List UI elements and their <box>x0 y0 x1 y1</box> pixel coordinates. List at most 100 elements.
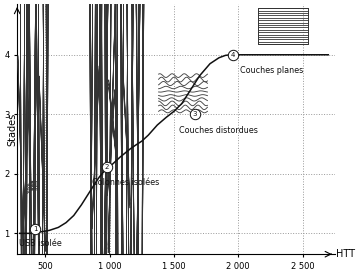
Bar <box>98 0 103 275</box>
Bar <box>104 0 109 275</box>
Bar <box>109 87 116 156</box>
Bar <box>40 0 46 275</box>
Text: USB isolée: USB isolée <box>19 240 62 248</box>
Bar <box>135 0 142 275</box>
Text: Colonnes isolées: Colonnes isolées <box>92 178 159 186</box>
Bar <box>128 0 135 275</box>
Bar <box>44 0 49 275</box>
Bar <box>35 0 41 275</box>
Bar <box>112 0 118 275</box>
Bar <box>104 0 109 275</box>
Bar <box>18 0 24 275</box>
Bar <box>18 0 24 275</box>
Text: HTT: HTT <box>336 249 355 259</box>
Bar <box>135 0 141 275</box>
Bar <box>36 0 42 275</box>
Bar <box>113 0 120 275</box>
Bar <box>134 0 141 275</box>
Text: 4: 4 <box>231 52 236 58</box>
Bar <box>98 0 104 275</box>
Bar <box>31 0 37 275</box>
Bar <box>18 63 24 275</box>
Bar <box>123 68 130 201</box>
Bar <box>32 0 38 275</box>
Bar <box>135 0 141 275</box>
Bar <box>23 0 28 275</box>
Bar <box>24 0 29 275</box>
Bar <box>119 0 126 275</box>
Bar <box>134 0 141 275</box>
Bar <box>135 0 142 275</box>
Bar <box>92 70 99 225</box>
Bar <box>35 0 41 275</box>
Bar <box>88 0 94 275</box>
Bar <box>115 0 120 275</box>
Bar <box>36 0 42 275</box>
Bar <box>102 0 109 275</box>
Text: 1: 1 <box>33 226 37 232</box>
Bar <box>112 0 118 275</box>
Bar <box>108 6 115 246</box>
Bar <box>99 0 105 275</box>
Bar <box>113 0 120 275</box>
Bar <box>41 0 47 275</box>
Bar <box>97 0 103 275</box>
Bar <box>40 0 46 275</box>
Bar <box>109 83 116 152</box>
Bar <box>92 66 99 222</box>
Bar <box>124 0 131 275</box>
Bar <box>23 0 28 275</box>
Bar <box>102 0 109 275</box>
Bar <box>32 0 38 275</box>
Bar <box>108 10 115 249</box>
Bar <box>98 0 103 275</box>
Bar <box>87 0 94 275</box>
Bar <box>28 0 34 275</box>
Bar <box>94 0 100 275</box>
Bar <box>41 0 47 275</box>
Bar <box>115 0 120 275</box>
Bar <box>39 76 45 244</box>
Bar <box>113 0 119 275</box>
Bar <box>115 0 120 275</box>
Bar <box>93 0 99 275</box>
Text: Couches planes: Couches planes <box>239 66 303 75</box>
Text: Couches distordues: Couches distordues <box>179 126 258 135</box>
Bar <box>109 80 116 148</box>
Bar <box>107 97 115 196</box>
Bar <box>104 0 110 275</box>
Bar <box>27 0 32 275</box>
Bar <box>119 0 126 275</box>
Bar <box>32 181 38 183</box>
Bar <box>94 0 100 275</box>
Bar <box>32 0 38 275</box>
Bar <box>27 188 33 194</box>
Bar <box>23 101 29 237</box>
Bar <box>39 83 45 251</box>
Bar <box>123 72 130 204</box>
Bar <box>135 0 141 275</box>
Bar <box>104 0 110 275</box>
Bar <box>97 0 103 275</box>
Bar <box>128 0 135 275</box>
Bar <box>45 0 50 275</box>
Bar <box>99 0 105 275</box>
Bar <box>140 0 146 275</box>
Bar <box>31 0 37 275</box>
Bar <box>140 0 145 275</box>
Bar <box>118 0 125 275</box>
Bar <box>92 73 99 229</box>
Bar <box>94 0 100 275</box>
Bar <box>18 56 24 273</box>
Bar <box>24 0 29 275</box>
Bar <box>140 0 146 275</box>
Bar <box>118 0 124 275</box>
Bar <box>39 79 45 248</box>
Text: 2: 2 <box>105 164 109 170</box>
Bar <box>130 0 136 275</box>
Bar <box>134 0 141 275</box>
Bar <box>129 0 136 275</box>
Bar <box>135 0 142 275</box>
Bar <box>92 0 98 275</box>
Bar <box>92 0 98 275</box>
